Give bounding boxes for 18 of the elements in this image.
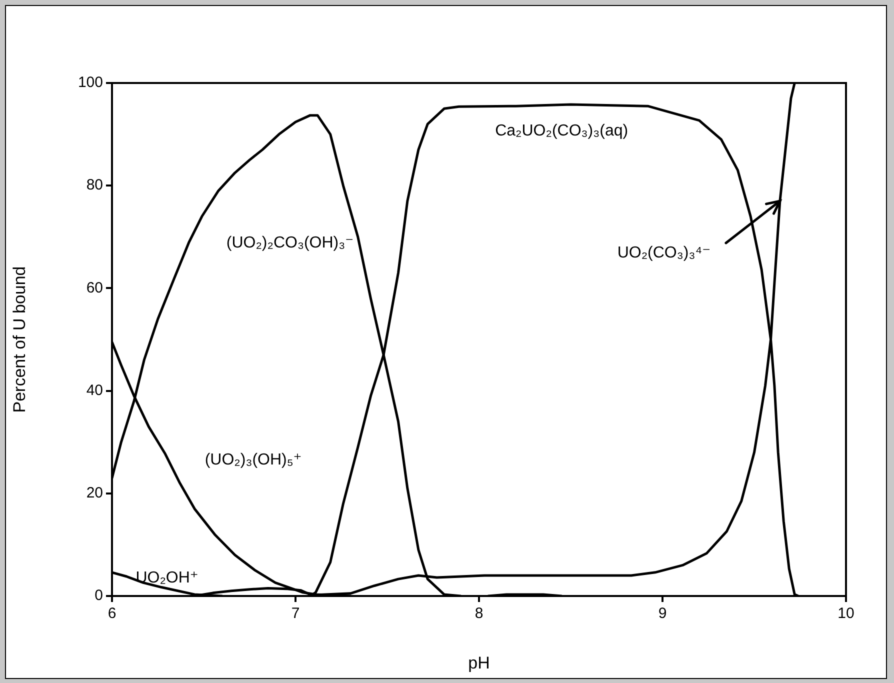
series-label: UO₂OH⁺ xyxy=(136,569,198,586)
y-tick-label: 40 xyxy=(86,382,103,399)
x-tick-label: 6 xyxy=(108,605,116,622)
y-tick-label: 60 xyxy=(86,279,103,296)
y-tick-label: 20 xyxy=(86,484,103,502)
y-tick-label: 100 xyxy=(78,74,103,92)
series-label: (UO₂)₂CO₃(OH)₃⁻ xyxy=(226,234,354,252)
x-tick-label: 10 xyxy=(838,605,854,622)
x-tick-label: 9 xyxy=(658,605,667,622)
series-label: (UO₂)₃(OH)₅⁺ xyxy=(204,451,302,468)
annotation: UO₂(CO₃)₃⁴⁻ xyxy=(617,244,711,262)
series-label: Ca₂UO₂(CO₃)₃(aq) xyxy=(495,122,628,140)
x-axis-title: pH xyxy=(468,653,490,672)
y-tick-label: 80 xyxy=(86,176,103,194)
x-tick-label: 7 xyxy=(291,605,300,622)
y-tick-label: 0 xyxy=(94,587,103,604)
x-tick-label: 8 xyxy=(474,605,484,622)
y-axis-title: Percent of U bound xyxy=(10,266,29,413)
